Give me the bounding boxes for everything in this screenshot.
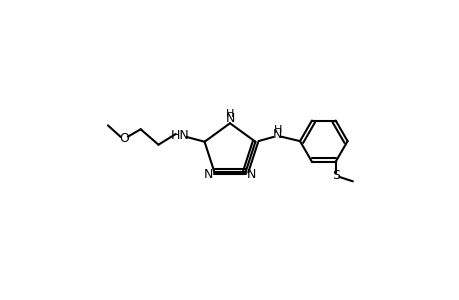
Text: N: N: [273, 128, 282, 141]
Text: H: H: [273, 125, 281, 135]
Text: O: O: [119, 132, 129, 145]
Text: N: N: [203, 167, 213, 181]
Text: N: N: [246, 167, 256, 181]
Text: S: S: [331, 169, 339, 182]
Text: HN: HN: [170, 129, 189, 142]
Text: N: N: [225, 112, 234, 125]
Text: H: H: [225, 109, 234, 119]
